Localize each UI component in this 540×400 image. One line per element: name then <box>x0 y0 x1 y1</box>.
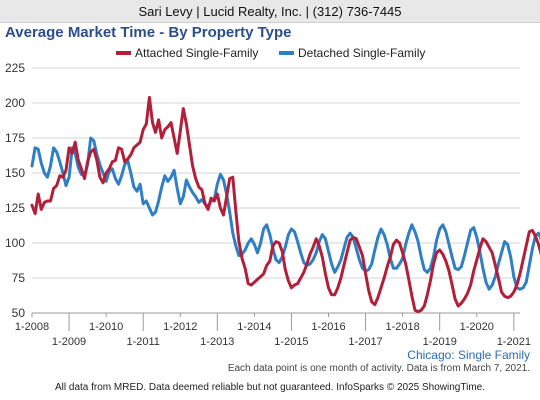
series-lines <box>30 95 540 314</box>
x-axis-ticks: 1-2008 1-2010 1-2012 1-2014 1-2016 1-2018 1-20… <box>15 313 531 348</box>
y-tick-label: 125 <box>5 201 25 215</box>
x-tick-label: 1-2020 <box>460 321 494 333</box>
legend-item-attached[interactable]: Attached Single-Family <box>116 46 258 60</box>
y-tick-label: 75 <box>12 271 26 285</box>
y-axis-ticks: 50 75 100 125 150 175 200 225 <box>5 61 25 320</box>
legend-item-detached[interactable]: Detached Single-Family <box>279 46 425 60</box>
legend-swatch-detached <box>279 50 294 55</box>
x-tick-label: 1-2014 <box>237 321 271 333</box>
x-tick-label: 1-2009 <box>52 336 86 348</box>
series-line-attached[interactable] <box>30 95 540 314</box>
y-tick-label: 100 <box>5 236 25 250</box>
x-tick-label: 1-2015 <box>274 336 308 348</box>
x-tick-label: 1-2018 <box>386 321 420 333</box>
x-tick-label: 1-2016 <box>311 321 345 333</box>
series-line-detached[interactable] <box>30 136 540 291</box>
legend-label-attached: Attached Single-Family <box>135 46 259 60</box>
y-tick-label: 200 <box>5 96 25 110</box>
legend-label-detached: Detached Single-Family <box>298 46 426 60</box>
chart-subtitle: Chicago: Single Family <box>407 348 530 362</box>
x-tick-label: 1-2019 <box>423 336 457 348</box>
chart-legend: Attached Single-Family Detached Single-F… <box>0 46 540 62</box>
legend-swatch-attached <box>116 50 131 55</box>
x-tick-label: 1-2021 <box>497 336 531 348</box>
header-contact-text: Sari Levy | Lucid Realty, Inc. | (312) 7… <box>138 4 402 19</box>
y-tick-label: 50 <box>12 306 26 320</box>
header-bar: Sari Levy | Lucid Realty, Inc. | (312) 7… <box>0 0 540 23</box>
x-tick-label: 1-2012 <box>163 321 197 333</box>
y-tick-label: 225 <box>5 61 25 75</box>
chart-title: Average Market Time - By Property Type <box>5 24 292 41</box>
x-tick-label: 1-2017 <box>348 336 382 348</box>
x-tick-label: 1-2011 <box>126 336 159 348</box>
y-tick-label: 175 <box>5 131 25 145</box>
disclaimer-footer: All data from MRED. Data deemed reliable… <box>54 382 485 393</box>
x-tick-label: 1-2010 <box>89 321 123 333</box>
y-tick-label: 150 <box>5 166 25 180</box>
x-tick-label: 1-2008 <box>15 321 49 333</box>
x-tick-label: 1-2013 <box>200 336 234 348</box>
data-note: Each data point is one month of activity… <box>227 363 530 374</box>
grid-lines <box>32 67 520 314</box>
